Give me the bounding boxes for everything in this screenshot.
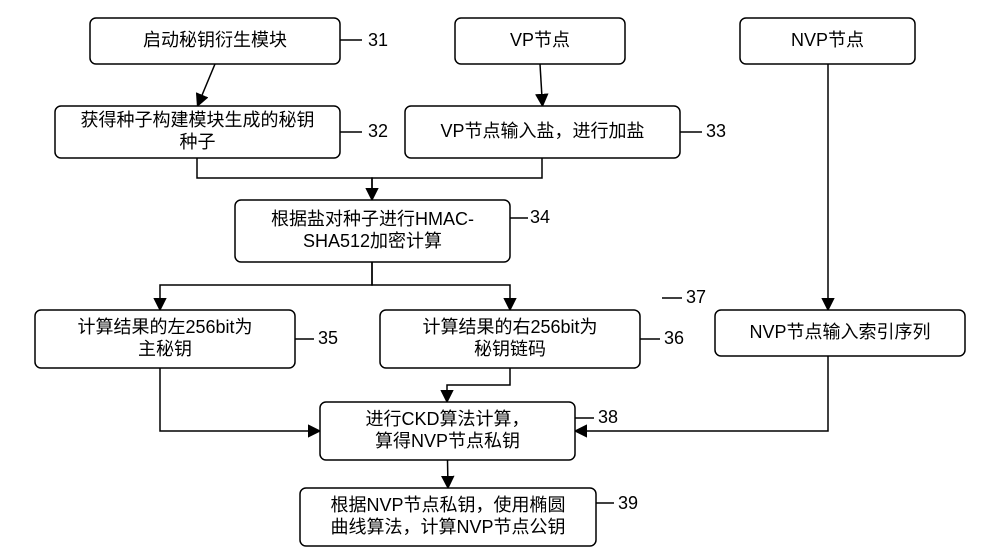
node-label: 进行CKD算法计算， — [365, 409, 529, 429]
node-label: VP节点输入盐，进行加盐 — [440, 121, 644, 141]
node-label: 曲线算法，计算NVP节点公钥 — [330, 517, 565, 537]
node-n38: 进行CKD算法计算，算得NVP节点私钥 38 — [320, 402, 618, 460]
ref-label: 39 — [618, 493, 638, 513]
node-label: NVP节点 — [791, 30, 864, 50]
node-label: 获得种子构建模块生成的秘钥 — [81, 110, 315, 130]
edge — [160, 368, 320, 431]
ref-label: 37 — [686, 287, 706, 307]
node-n31: 启动秘钥衍生模块 31 — [90, 18, 388, 64]
ref-label: 33 — [706, 121, 726, 141]
node-label: 启动秘钥衍生模块 — [143, 30, 287, 50]
ref-label: 38 — [598, 407, 618, 427]
edge — [197, 158, 372, 200]
node-n34: 根据盐对种子进行HMAC-SHA512加密计算 34 — [235, 200, 550, 262]
node-n33: VP节点输入盐，进行加盐 33 — [405, 106, 726, 158]
node-label: 种子 — [180, 132, 216, 152]
node-n32: 获得种子构建模块生成的秘钥种子 32 — [55, 106, 388, 158]
node-label: NVP节点输入索引序列 — [749, 322, 930, 342]
node-vp: VP节点 — [455, 18, 625, 64]
node-label: SHA512加密计算 — [303, 231, 442, 251]
ref-label: 35 — [318, 328, 338, 348]
nodes-layer: 启动秘钥衍生模块 31 VP节点 NVP节点获得种子构建模块生成的秘钥种子 32 VP节点… — [35, 18, 965, 546]
edge — [448, 460, 449, 488]
edge — [540, 64, 543, 106]
node-n39: 根据NVP节点私钥，使用椭圆曲线算法，计算NVP节点公钥 39 — [300, 488, 638, 546]
node-label: 主秘钥 — [138, 339, 192, 359]
node-label: 算得NVP节点私钥 — [375, 431, 520, 451]
ref-label: 36 — [664, 328, 684, 348]
node-label: 根据盐对种子进行HMAC- — [271, 209, 474, 229]
ref-label: 31 — [368, 30, 388, 50]
node-label: VP节点 — [510, 30, 570, 50]
node-nvp: NVP节点 — [740, 18, 915, 64]
edge — [447, 368, 510, 402]
node-label: 秘钥链码 — [474, 339, 546, 359]
node-label: 计算结果的右256bit为 — [422, 317, 597, 337]
edge — [372, 158, 542, 200]
ref-label: 34 — [530, 207, 550, 227]
edge — [372, 262, 510, 310]
edge — [198, 64, 216, 106]
ref-label: 32 — [368, 121, 388, 141]
edge — [160, 262, 372, 310]
node-label: 根据NVP节点私钥，使用椭圆 — [330, 495, 565, 515]
node-n37: NVP节点输入索引序列 37 — [686, 287, 965, 356]
node-label: 计算结果的左256bit为 — [77, 317, 252, 337]
node-n35: 计算结果的左256bit为主秘钥 35 — [35, 310, 338, 368]
node-n36: 计算结果的右256bit为秘钥链码 36 — [380, 310, 684, 368]
